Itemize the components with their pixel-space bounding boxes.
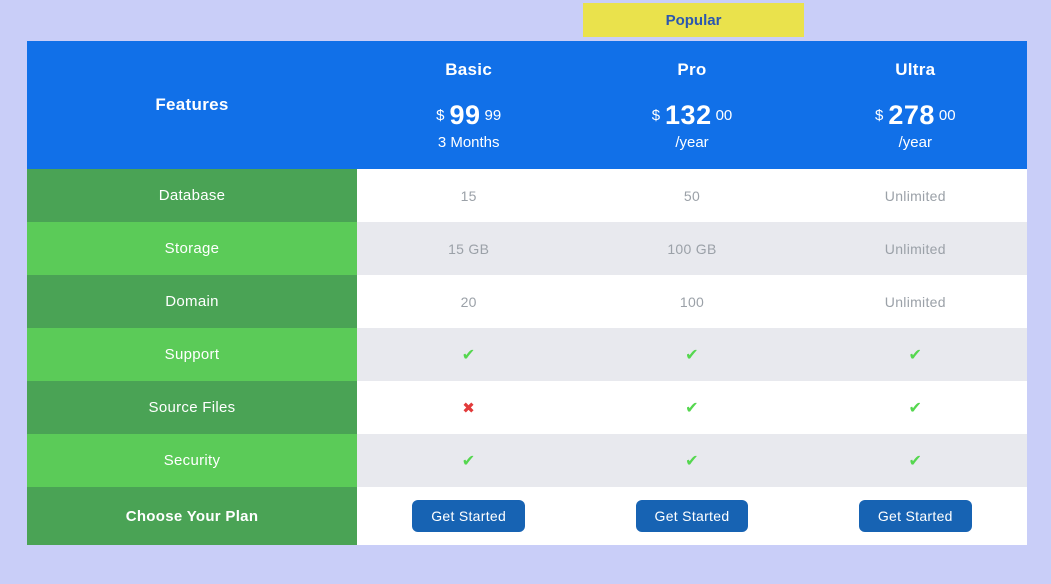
plan-price: $ 99 99 xyxy=(436,99,502,130)
feature-label: Storage xyxy=(27,222,357,275)
price-cents: 00 xyxy=(938,106,956,124)
plan-name: Ultra xyxy=(895,59,936,79)
price-amount: 99 xyxy=(449,99,481,130)
check-icon: ✔ xyxy=(580,434,804,487)
button-cell-ultra: Get Started xyxy=(803,487,1027,545)
cell-pro: 100 GB xyxy=(580,222,804,275)
cell-ultra: Unlimited xyxy=(803,169,1027,222)
plan-name: Basic xyxy=(445,59,493,79)
check-icon: ✔ xyxy=(803,434,1027,487)
currency-symbol: $ xyxy=(651,106,661,124)
check-icon: ✔ xyxy=(803,381,1027,434)
button-cell-pro: Get Started xyxy=(580,487,804,545)
feature-label: Security xyxy=(27,434,357,487)
feature-label: Source Files xyxy=(27,381,357,434)
button-cell-basic: Get Started xyxy=(357,487,581,545)
popular-badge-label: Popular xyxy=(665,11,722,29)
cross-icon: ✖ xyxy=(357,381,581,434)
cell-pro: 100 xyxy=(580,275,804,328)
check-icon: ✔ xyxy=(580,328,804,381)
get-started-button-pro[interactable]: Get Started xyxy=(635,500,749,532)
price-period: /year xyxy=(675,133,709,151)
plan-header-basic: Basic $ 99 99 3 Months xyxy=(357,41,580,169)
currency-symbol: $ xyxy=(875,106,884,124)
cell-ultra: Unlimited xyxy=(803,275,1027,328)
features-header-label: Features xyxy=(155,95,229,114)
table-row-source-files: Source Files ✖ ✔ ✔ xyxy=(27,381,1027,434)
plan-header-pro: Pro $ 132 00 /year xyxy=(580,41,803,169)
price-cents: 99 xyxy=(484,106,502,124)
price-period: 3 Months xyxy=(437,133,500,151)
feature-label: Database xyxy=(27,169,357,222)
check-icon: ✔ xyxy=(357,328,581,381)
check-icon: ✔ xyxy=(580,381,804,434)
plan-name: Pro xyxy=(677,59,707,79)
plan-price: $ 278 00 xyxy=(875,99,956,130)
price-cents: 00 xyxy=(715,106,733,124)
cell-ultra: Unlimited xyxy=(803,222,1027,275)
table-row-security: Security ✔ ✔ ✔ xyxy=(27,434,1027,487)
get-started-button-basic[interactable]: Get Started xyxy=(412,500,526,532)
table-header: Features Basic $ 99 99 3 Months Pro $ 13… xyxy=(27,41,1027,169)
plan-header-ultra: Ultra $ 278 00 /year xyxy=(804,41,1027,169)
feature-label: Support xyxy=(27,328,357,381)
feature-label: Domain xyxy=(27,275,357,328)
price-amount: 278 xyxy=(888,99,935,130)
pricing-table: Features Basic $ 99 99 3 Months Pro $ 13… xyxy=(27,41,1027,545)
cell-basic: 20 xyxy=(357,275,581,328)
price-period: /year xyxy=(898,133,932,151)
table-row-choose-plan: Choose Your Plan Get Started Get Started… xyxy=(27,487,1027,545)
check-icon: ✔ xyxy=(803,328,1027,381)
choose-plan-label: Choose Your Plan xyxy=(27,487,357,545)
cell-basic: 15 GB xyxy=(357,222,581,275)
check-icon: ✔ xyxy=(357,434,581,487)
currency-symbol: $ xyxy=(436,106,445,124)
cell-pro: 50 xyxy=(580,169,804,222)
table-row-domain: Domain 20 100 Unlimited xyxy=(27,275,1027,328)
plan-price: $ 132 00 xyxy=(651,99,733,130)
table-row-storage: Storage 15 GB 100 GB Unlimited xyxy=(27,222,1027,275)
price-amount: 132 xyxy=(665,99,712,130)
features-header-cell: Features xyxy=(27,41,357,169)
cell-basic: 15 xyxy=(357,169,581,222)
table-row-database: Database 15 50 Unlimited xyxy=(27,169,1027,222)
popular-badge: Popular xyxy=(583,3,804,37)
get-started-button-ultra[interactable]: Get Started xyxy=(858,500,972,532)
table-row-support: Support ✔ ✔ ✔ xyxy=(27,328,1027,381)
